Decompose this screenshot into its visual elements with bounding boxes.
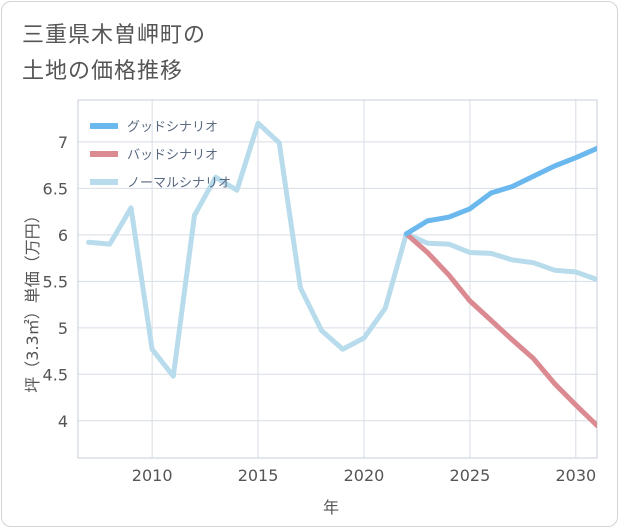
series-line-good — [403, 145, 597, 237]
chart-title-line-2: 土地の価格推移 — [22, 59, 184, 84]
chart-title-line-1: 三重県木曽岬町の — [22, 23, 207, 48]
x-tick-label: 2025 — [450, 466, 491, 485]
grid-lines — [78, 100, 597, 458]
legend-label: グッドシナリオ — [127, 120, 218, 135]
x-tick-label: 2015 — [238, 466, 279, 485]
tick-labels: 4 4.5 5 5.5 6 6.5 7 2010 2015 2020 2025 2030 — [43, 133, 597, 485]
legend-label: ノーマルシナリオ — [127, 176, 231, 191]
y-tick-label: 4.5 — [43, 365, 68, 384]
chart-title: 三重県木曽岬町の 土地の価格推移 — [22, 18, 206, 90]
x-tick-label: 2010 — [132, 466, 173, 485]
plot-background — [78, 100, 597, 458]
y-tick-label: 4 — [58, 412, 68, 431]
series-line-bad — [403, 231, 597, 428]
x-tick-label: 2020 — [344, 466, 385, 485]
y-axis-title: 坪（3.3㎡）単価（万円） — [23, 207, 42, 392]
x-axis-title: 年 — [323, 498, 339, 517]
y-tick-label: 7 — [58, 133, 68, 152]
y-tick-label: 5 — [58, 319, 68, 338]
y-tick-label: 6.5 — [43, 179, 68, 198]
y-tick-label: 6 — [58, 226, 68, 245]
series-line-normal — [86, 120, 597, 379]
y-tick-label: 5.5 — [43, 272, 68, 291]
series-lines — [86, 120, 597, 428]
x-tick-label: 2030 — [555, 466, 596, 485]
legend-label: バッドシナリオ — [127, 148, 218, 163]
